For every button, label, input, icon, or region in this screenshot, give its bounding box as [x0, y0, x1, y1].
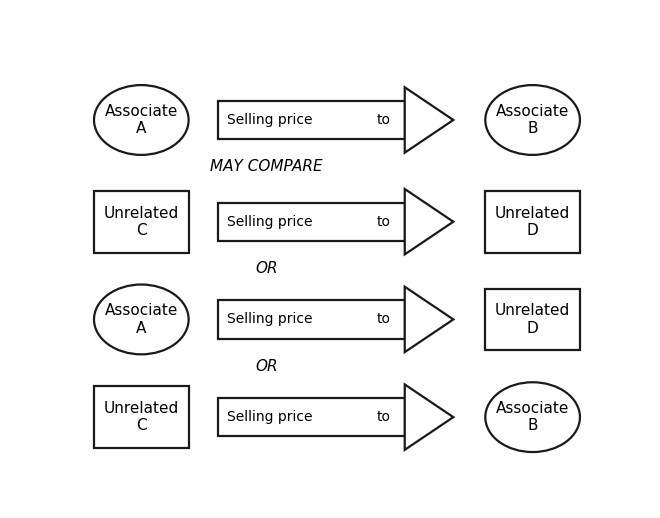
Text: Unrelated
C: Unrelated C [104, 401, 179, 434]
Ellipse shape [94, 284, 189, 354]
Bar [218, 203, 405, 241]
Polygon shape [405, 88, 453, 153]
Ellipse shape [94, 85, 189, 155]
Text: Associate
B: Associate B [496, 104, 570, 136]
Text: to: to [377, 312, 391, 326]
Text: Unrelated
D: Unrelated D [495, 206, 570, 238]
Text: OR: OR [255, 261, 278, 276]
Bar [218, 398, 405, 436]
Text: Unrelated
D: Unrelated D [495, 303, 570, 336]
Text: Unrelated
C: Unrelated C [104, 206, 179, 238]
Text: OR: OR [255, 358, 278, 373]
Text: Selling price: Selling price [227, 312, 313, 326]
Text: Selling price: Selling price [227, 410, 313, 424]
Text: Selling price: Selling price [227, 113, 313, 127]
Text: Associate
A: Associate A [105, 104, 178, 136]
Ellipse shape [485, 85, 580, 155]
Text: to: to [377, 214, 391, 229]
Polygon shape [405, 384, 453, 450]
Text: MAY COMPARE: MAY COMPARE [211, 159, 323, 174]
Bar [94, 191, 189, 253]
Text: to: to [377, 113, 391, 127]
Bar [94, 386, 189, 448]
Bar [485, 289, 580, 350]
Bar [218, 101, 405, 139]
Text: Associate
B: Associate B [496, 401, 570, 434]
Text: Associate
A: Associate A [105, 303, 178, 336]
Text: Selling price: Selling price [227, 214, 313, 229]
Polygon shape [405, 189, 453, 254]
Ellipse shape [485, 382, 580, 452]
Bar [485, 191, 580, 253]
Text: to: to [377, 410, 391, 424]
Polygon shape [405, 287, 453, 352]
Bar [218, 300, 405, 339]
